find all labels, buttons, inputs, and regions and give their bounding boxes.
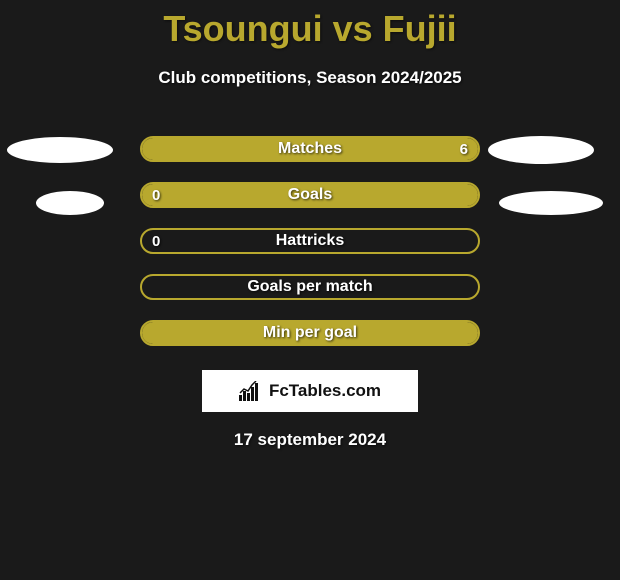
stat-bar: 0 Goals <box>140 182 480 208</box>
stat-row: 0 Hattricks <box>0 218 620 264</box>
stats-area: Matches 6 0 Goals 0 Hattricks Goals per match M… <box>0 126 620 356</box>
logo-text: FcTables.com <box>269 381 381 401</box>
subtitle: Club competitions, Season 2024/2025 <box>0 68 620 88</box>
stat-left-value: 0 <box>152 187 160 204</box>
date-text: 17 september 2024 <box>0 430 620 450</box>
stat-label: Min per goal <box>263 324 357 342</box>
stat-label: Goals <box>288 186 332 204</box>
stats-rows: Matches 6 0 Goals 0 Hattricks Goals per match M… <box>0 126 620 356</box>
stat-right-value: 6 <box>460 141 468 158</box>
stat-bar: 0 Hattricks <box>140 228 480 254</box>
stat-label: Matches <box>278 140 342 158</box>
bar-chart-icon <box>239 381 263 401</box>
stat-bar: Matches 6 <box>140 136 480 162</box>
stat-bar: Min per goal <box>140 320 480 346</box>
stat-row: Min per goal <box>0 310 620 356</box>
stat-row: 0 Goals <box>0 172 620 218</box>
stat-bar: Goals per match <box>140 274 480 300</box>
stat-left-value: 0 <box>152 233 160 250</box>
infographic-container: Tsoungui vs Fujii Club competitions, Sea… <box>0 0 620 580</box>
stat-label: Hattricks <box>276 232 344 250</box>
stat-row: Matches 6 <box>0 126 620 172</box>
stat-label: Goals per match <box>247 278 372 296</box>
logo-box: FcTables.com <box>202 370 418 412</box>
stat-row: Goals per match <box>0 264 620 310</box>
page-title: Tsoungui vs Fujii <box>0 0 620 50</box>
